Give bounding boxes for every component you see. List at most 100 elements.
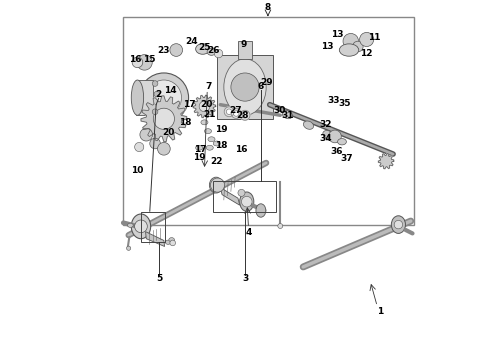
Text: 10: 10 bbox=[131, 166, 144, 175]
Text: 32: 32 bbox=[319, 120, 332, 129]
Ellipse shape bbox=[213, 141, 220, 146]
Text: 20: 20 bbox=[163, 129, 175, 138]
Text: 18: 18 bbox=[215, 141, 227, 150]
Ellipse shape bbox=[338, 139, 346, 145]
Circle shape bbox=[343, 33, 359, 49]
Circle shape bbox=[126, 246, 131, 250]
Text: 7: 7 bbox=[206, 81, 212, 90]
Text: 11: 11 bbox=[368, 33, 381, 42]
Ellipse shape bbox=[392, 216, 405, 233]
Text: 19: 19 bbox=[193, 153, 205, 162]
Circle shape bbox=[240, 111, 250, 120]
Text: 8: 8 bbox=[265, 3, 271, 12]
Ellipse shape bbox=[131, 214, 150, 239]
Polygon shape bbox=[220, 188, 240, 205]
Ellipse shape bbox=[196, 145, 203, 150]
Circle shape bbox=[158, 143, 170, 155]
Circle shape bbox=[233, 111, 239, 116]
Text: 17: 17 bbox=[194, 145, 206, 154]
Circle shape bbox=[152, 109, 158, 114]
Circle shape bbox=[137, 55, 152, 70]
Bar bbox=[217, 55, 273, 119]
Text: 31: 31 bbox=[281, 111, 294, 120]
Circle shape bbox=[135, 143, 144, 152]
Ellipse shape bbox=[224, 59, 266, 115]
Text: 4: 4 bbox=[245, 228, 252, 237]
Text: 6: 6 bbox=[258, 81, 264, 90]
Circle shape bbox=[242, 197, 252, 207]
Polygon shape bbox=[141, 96, 187, 142]
Ellipse shape bbox=[169, 238, 174, 242]
Text: 18: 18 bbox=[179, 118, 192, 127]
Circle shape bbox=[132, 57, 143, 68]
Ellipse shape bbox=[240, 192, 254, 211]
Ellipse shape bbox=[131, 80, 144, 115]
Circle shape bbox=[153, 108, 174, 129]
Polygon shape bbox=[146, 231, 165, 247]
Text: 29: 29 bbox=[260, 78, 272, 87]
Text: 15: 15 bbox=[143, 55, 155, 64]
Bar bbox=[213, 180, 276, 212]
Circle shape bbox=[224, 107, 234, 117]
Circle shape bbox=[231, 109, 241, 118]
Circle shape bbox=[170, 240, 175, 246]
Text: 13: 13 bbox=[321, 42, 333, 51]
Ellipse shape bbox=[207, 48, 216, 55]
Bar bbox=[123, 17, 414, 225]
Ellipse shape bbox=[303, 121, 314, 129]
Circle shape bbox=[210, 178, 224, 192]
Text: 30: 30 bbox=[273, 106, 285, 115]
Circle shape bbox=[214, 49, 223, 58]
Circle shape bbox=[226, 109, 232, 114]
Bar bbox=[141, 212, 165, 242]
Text: 12: 12 bbox=[361, 49, 373, 58]
Text: 9: 9 bbox=[241, 40, 247, 49]
Ellipse shape bbox=[208, 137, 215, 142]
Circle shape bbox=[170, 44, 183, 57]
Circle shape bbox=[394, 220, 403, 229]
Ellipse shape bbox=[323, 131, 333, 139]
Polygon shape bbox=[193, 95, 216, 118]
Circle shape bbox=[242, 112, 248, 118]
Circle shape bbox=[152, 81, 158, 86]
Circle shape bbox=[199, 101, 210, 112]
Text: 16: 16 bbox=[129, 55, 141, 64]
Ellipse shape bbox=[282, 111, 293, 119]
Text: 26: 26 bbox=[208, 45, 220, 54]
Ellipse shape bbox=[146, 80, 181, 115]
Text: 3: 3 bbox=[242, 274, 248, 283]
Circle shape bbox=[353, 41, 363, 52]
Circle shape bbox=[150, 138, 160, 149]
Text: 25: 25 bbox=[198, 43, 211, 52]
Circle shape bbox=[154, 91, 160, 97]
Text: 2: 2 bbox=[155, 90, 162, 99]
Polygon shape bbox=[378, 153, 394, 169]
Circle shape bbox=[278, 224, 283, 229]
Text: 16: 16 bbox=[235, 145, 248, 154]
Text: 34: 34 bbox=[319, 134, 332, 143]
Text: 17: 17 bbox=[183, 100, 196, 109]
Text: 28: 28 bbox=[236, 112, 248, 121]
Ellipse shape bbox=[209, 177, 223, 193]
Text: 13: 13 bbox=[331, 30, 343, 39]
Text: 24: 24 bbox=[185, 37, 197, 46]
Circle shape bbox=[238, 189, 245, 197]
Ellipse shape bbox=[340, 44, 359, 56]
Ellipse shape bbox=[139, 73, 189, 122]
Text: 33: 33 bbox=[328, 96, 340, 105]
Text: 19: 19 bbox=[215, 125, 227, 134]
Text: 14: 14 bbox=[164, 86, 177, 95]
Ellipse shape bbox=[165, 240, 171, 244]
Text: 20: 20 bbox=[201, 100, 213, 109]
Text: 23: 23 bbox=[158, 45, 170, 54]
Circle shape bbox=[231, 73, 259, 101]
Text: 21: 21 bbox=[203, 110, 216, 119]
Text: 35: 35 bbox=[338, 99, 351, 108]
Text: 36: 36 bbox=[330, 147, 343, 156]
Text: 22: 22 bbox=[210, 157, 222, 166]
Text: 5: 5 bbox=[156, 274, 162, 283]
Ellipse shape bbox=[201, 120, 208, 125]
Circle shape bbox=[135, 220, 147, 233]
Text: 37: 37 bbox=[340, 154, 353, 163]
Text: 27: 27 bbox=[229, 106, 242, 115]
